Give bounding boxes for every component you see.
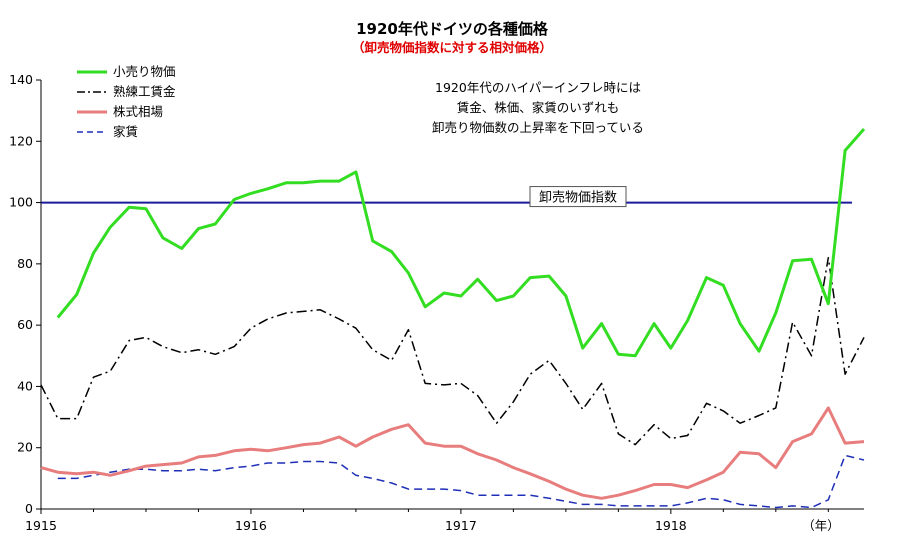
series-line-2 [40,406,865,500]
legend-label-2: 株式相場 [113,104,163,119]
y-tick-label: 80 [17,256,33,271]
series-group [40,128,866,509]
x-axis-unit: （年） [802,518,840,533]
x-tick-label: 1918 [655,518,687,533]
y-ticks: 0 20 40 60 80 100 120 140 [9,72,41,516]
y-tick-label: 100 [9,195,33,210]
x-ticks: 1915 1916 1917 1918 [25,509,829,533]
y-tick-label: 60 [17,317,33,332]
legend-label-1: 熟練工賃金 [113,84,176,99]
y-tick-label: 120 [9,133,33,148]
x-tick-label: 1916 [235,518,267,533]
y-tick-label: 140 [9,72,33,87]
annotation-line-3: 卸売り物価数の上昇率を下回っている [432,120,644,135]
x-tick-label: 1915 [25,518,57,533]
y-tick-label: 40 [17,378,33,393]
x-tick-label: 1917 [445,518,477,533]
reference-label-box [529,186,627,208]
axes [40,80,864,510]
y-tick-label: 20 [17,440,33,455]
series-line-3 [57,454,865,509]
legend-label-0: 小売り物価 [113,64,176,79]
chart-subtitle: （卸売物価指数に対する相対価格） [352,40,552,55]
reference-line: 卸売物価指数 [41,186,852,208]
annotation: 1920年代のハイパーインフレ時には 賃金、株価、家賃のいずれも 卸売り物価数の… [432,80,644,135]
series-line-1 [40,256,865,446]
reference-label: 卸売物価指数 [539,190,617,206]
chart-title: 1920年代ドイツの各種価格 [356,20,549,38]
y-tick-label: 0 [25,501,33,516]
annotation-line-2: 賃金、株価、家賃のいずれも [457,100,620,115]
annotation-line-1: 1920年代のハイパーインフレ時には [435,80,641,95]
series-line-0 [56,128,866,358]
legend-label-3: 家賃 [113,124,138,139]
